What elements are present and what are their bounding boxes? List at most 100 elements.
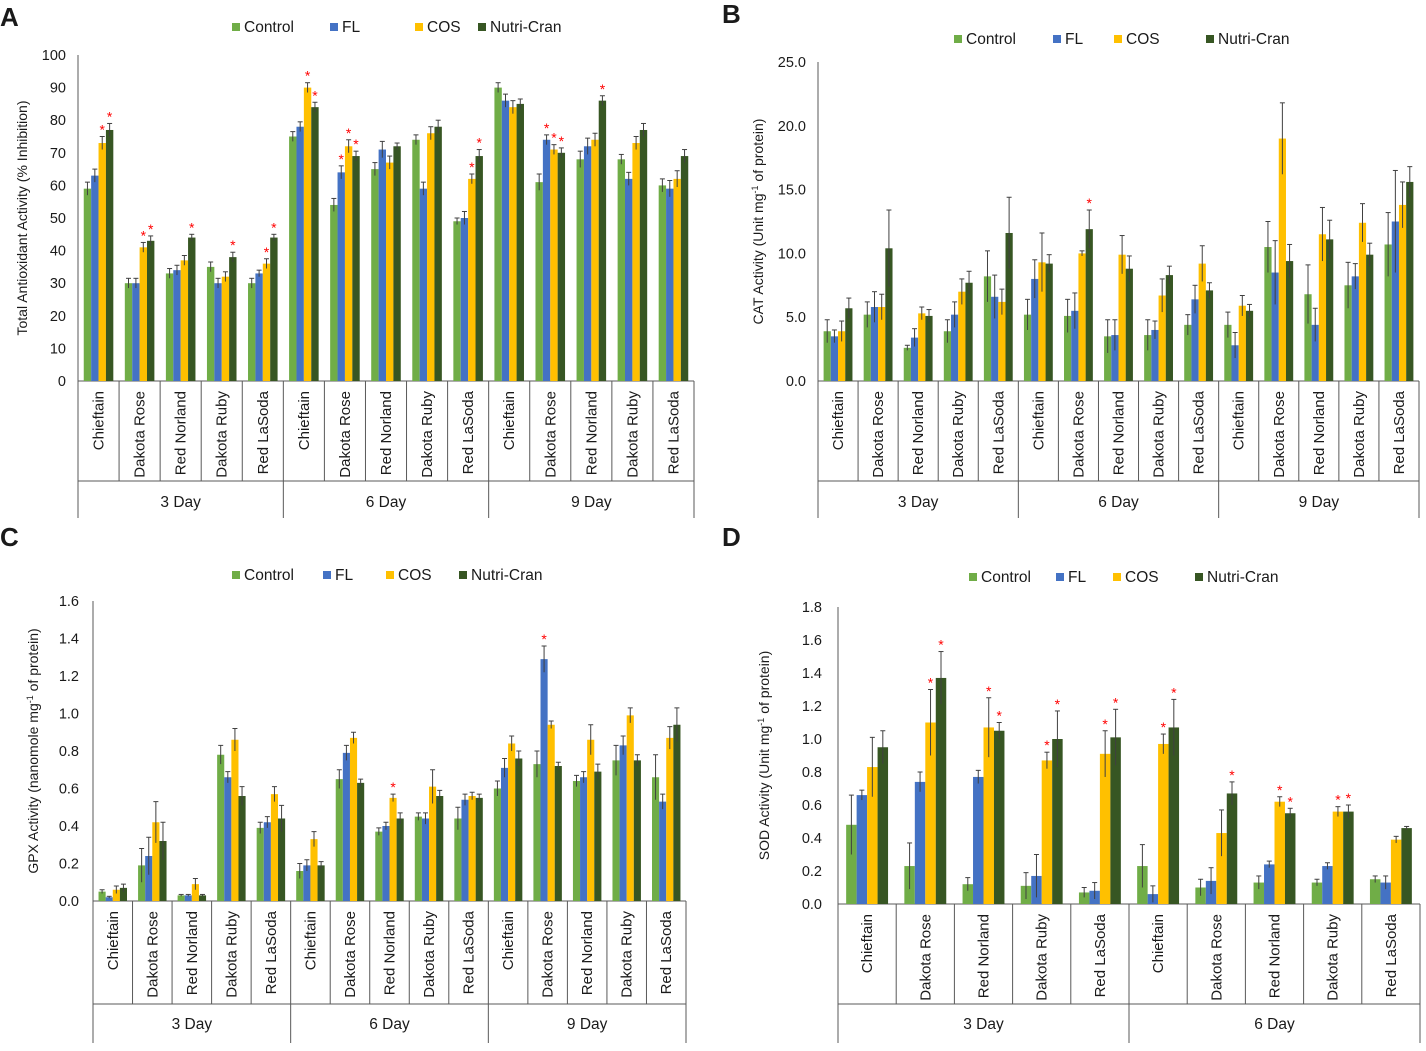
bar — [337, 172, 345, 381]
bar — [673, 178, 681, 381]
bar — [1226, 793, 1238, 904]
x-category-label: Dakota Rose — [337, 391, 354, 478]
significance-star: * — [1335, 792, 1341, 808]
x-category-label: Red Norland — [976, 914, 993, 998]
x-category-label: Red Norland — [184, 911, 201, 995]
legend-swatch — [232, 571, 240, 579]
x-group-label: 6 Day — [366, 494, 407, 511]
bar — [515, 758, 523, 901]
y-tick-label: 50 — [50, 211, 66, 227]
bar — [925, 315, 933, 381]
x-category-label: Dakota Ruby — [1151, 391, 1168, 478]
bar — [436, 796, 444, 901]
significance-star: * — [996, 708, 1002, 724]
bar — [1005, 232, 1013, 381]
bar — [344, 146, 353, 381]
bar — [278, 818, 286, 901]
y-tick-label: 70 — [50, 146, 66, 162]
bar — [554, 766, 562, 901]
x-category-label: Dakota Rose — [132, 391, 149, 478]
bar — [371, 169, 379, 381]
x-category-label: Chieftain — [1150, 914, 1167, 973]
panel-label: C — [0, 523, 19, 552]
x-category-label: Dakota Ruby — [1325, 914, 1342, 1001]
x-group-label: 6 Day — [1254, 1016, 1295, 1033]
bar — [951, 314, 959, 381]
bar — [877, 747, 889, 904]
bar — [673, 724, 681, 901]
y-tick-label: 60 — [50, 178, 66, 194]
significance-star: * — [559, 133, 565, 149]
bar — [165, 273, 174, 381]
y-tick-label: 0.0 — [802, 897, 822, 913]
bar — [98, 143, 106, 381]
bar — [1284, 813, 1296, 904]
bar — [547, 724, 555, 901]
bar — [1278, 138, 1286, 381]
bar — [248, 283, 256, 381]
bar — [217, 754, 225, 901]
chart-panel-d: D Control FL COS Nutri-Cran 0.0 0.2 0.4 0.6 0.8 1.… — [713, 522, 1426, 1051]
significance-star: * — [544, 120, 550, 136]
bar — [1158, 743, 1169, 904]
chart-panel-b: B Control FL COS Nutri-Cran 0.0 5.0 10.0 15.0 20.… — [713, 0, 1426, 528]
bar — [958, 291, 966, 381]
x-category-label: Red Norland — [579, 911, 596, 995]
bar — [1045, 263, 1053, 381]
significance-star: * — [1277, 782, 1283, 798]
y-axis-title: SOD Activity (Unit mg-1 of protein) — [756, 651, 772, 861]
bar — [386, 162, 394, 381]
bar — [378, 149, 386, 381]
bar — [542, 139, 551, 381]
bar — [91, 175, 99, 381]
x-category-label: Red LaSoda — [1191, 390, 1208, 474]
bar — [998, 301, 1006, 381]
x-category-label: Red Norland — [1267, 914, 1284, 998]
bar — [206, 266, 215, 381]
y-tick-label: 0.4 — [802, 831, 822, 847]
bar — [1224, 324, 1232, 381]
bar — [557, 152, 566, 381]
bar — [1231, 345, 1239, 381]
significance-star: * — [1113, 694, 1119, 710]
x-category-label: Red LaSoda — [665, 390, 682, 474]
x-category-label: Red LaSoda — [461, 910, 478, 994]
legend-label: COS — [1126, 31, 1160, 48]
bar — [303, 87, 312, 381]
bar — [389, 797, 397, 901]
chart-b: B Control FL COS Nutri-Cran 0.0 5.0 10.0 15.0 20.… — [722, 0, 1420, 518]
bar — [680, 156, 689, 381]
bar — [453, 221, 461, 381]
x-category-label: Dakota Ruby — [624, 391, 641, 478]
bar — [342, 752, 350, 901]
bar — [830, 336, 839, 381]
y-tick-label: 10.0 — [778, 246, 806, 262]
significance-star: * — [1161, 719, 1167, 735]
y-tick-label: 80 — [50, 113, 66, 129]
x-category-label: Dakota Ruby — [950, 391, 967, 478]
bar — [152, 822, 160, 901]
bar — [475, 797, 483, 901]
bar — [533, 764, 541, 901]
bar — [838, 331, 846, 381]
bar — [1384, 244, 1392, 381]
bar — [572, 781, 581, 901]
chart-panel-a: A Control FL COS Nutri-Cran 0 10 20 30 40 50 60 70 80… — [0, 0, 713, 528]
bar — [639, 129, 648, 381]
bar — [1369, 879, 1381, 904]
bar — [1104, 336, 1112, 381]
bar — [159, 841, 167, 901]
y-tick-label: 40 — [50, 244, 66, 260]
bar — [138, 865, 146, 901]
bar — [1038, 262, 1046, 381]
bar — [1085, 229, 1093, 381]
y-tick-label: 0.0 — [59, 894, 79, 910]
bar — [583, 146, 592, 381]
bar — [625, 178, 633, 381]
bar — [619, 745, 627, 901]
x-group-label: 3 Day — [172, 1016, 213, 1033]
significance-star: * — [551, 130, 557, 146]
bar — [396, 818, 404, 901]
x-group-label: 9 Day — [571, 494, 612, 511]
y-tick-label: 0.0 — [786, 374, 806, 390]
